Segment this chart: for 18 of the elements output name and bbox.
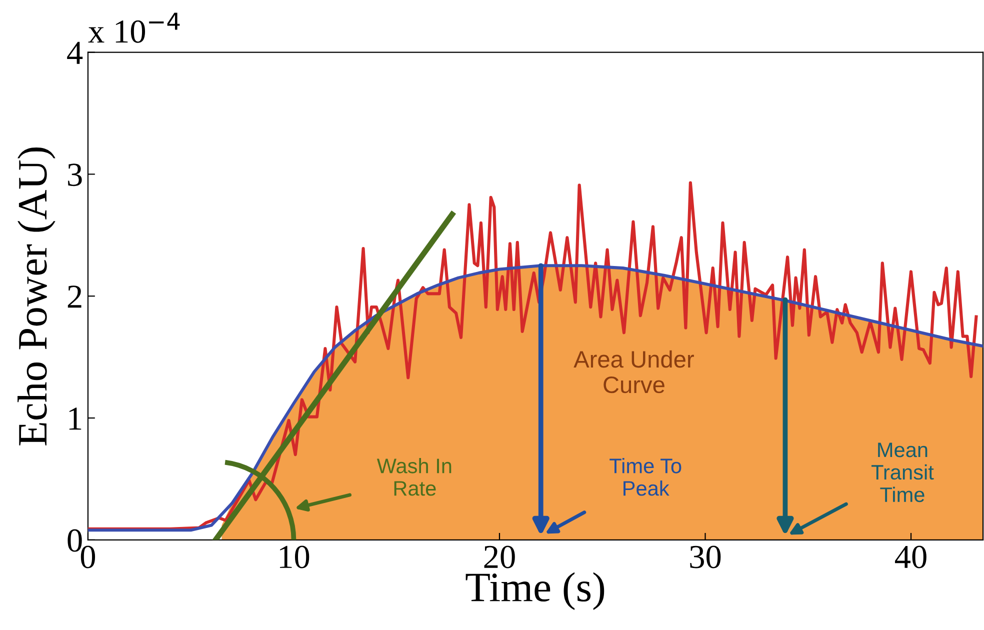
y-tick-label: 2	[68, 286, 82, 308]
annotation: Mean Transit Time	[871, 442, 934, 502]
y-tick-label: 3	[68, 164, 82, 186]
line-series	[88, 181, 978, 530]
y-tick-label: 4	[67, 42, 83, 64]
y-tick-label: 0	[68, 529, 82, 552]
annotation: Area Under Curve	[574, 350, 694, 394]
line-series	[88, 264, 984, 532]
annotation: Wash In Rate	[376, 458, 452, 496]
y-axis-title: Echo Power (AU)	[18, 148, 56, 446]
y-tick-label: 1	[69, 408, 82, 430]
annotation: Time To Peak	[610, 458, 682, 496]
x-tick-label: 40	[894, 546, 926, 568]
x-tick-label: 20	[484, 546, 515, 568]
x-tick-label: 30	[690, 546, 721, 568]
x-tick-label: 10	[280, 546, 310, 568]
text: x 10$^{−4}$	[88, 12, 180, 43]
x-axis-title: Time (s)	[466, 572, 604, 610]
